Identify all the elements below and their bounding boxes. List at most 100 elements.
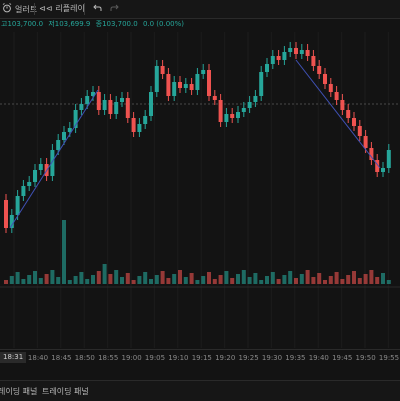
volume-bar — [27, 275, 32, 284]
undo-button[interactable] — [93, 3, 102, 14]
candle — [50, 150, 55, 176]
volume-bar — [363, 274, 368, 284]
candle — [183, 84, 188, 88]
candle — [125, 98, 130, 118]
candle — [166, 74, 171, 96]
tab-trading-panel-partial[interactable]: 레이딩 패널 — [0, 387, 38, 396]
candle — [352, 118, 356, 126]
volume-bar — [247, 277, 252, 284]
candle — [207, 70, 211, 96]
candle — [4, 200, 8, 228]
legend-change: 0.0 (0.00%) — [142, 20, 184, 28]
volume-bar — [189, 273, 194, 284]
volume-bar — [236, 274, 240, 284]
tab-trading-panel[interactable]: 트레이딩 패널 — [42, 387, 89, 396]
legend-low: 저103,699.9 — [48, 20, 91, 28]
volume-bar — [21, 279, 26, 284]
crosshair-time-label: 18:31 — [0, 352, 27, 363]
candle — [270, 56, 275, 64]
volume-bar — [282, 275, 287, 284]
candle — [201, 70, 206, 74]
volume-bar — [114, 270, 119, 284]
candle — [381, 168, 385, 172]
time-tick: 19:05 — [144, 354, 166, 362]
candle — [195, 74, 200, 90]
volume-bar — [224, 271, 229, 284]
time-tick: 19:35 — [285, 354, 306, 362]
candle — [282, 52, 287, 60]
candle — [91, 92, 95, 96]
volume-bar — [96, 271, 101, 284]
candle — [160, 66, 165, 74]
replay-label: 리플레이 — [55, 4, 85, 13]
time-tick: 19:30 — [261, 354, 283, 362]
volume-bar — [67, 280, 72, 284]
volume-bar — [183, 277, 188, 284]
candle — [241, 108, 246, 112]
volume-bar — [218, 275, 223, 284]
ohlc-legend: 고103,700.0 저103,699.9 종103,700.0 0.0 (0.… — [0, 19, 400, 31]
volume-bar — [241, 270, 246, 284]
candle — [114, 102, 119, 114]
time-tick: 18:45 — [51, 354, 72, 362]
volume-bar — [381, 273, 385, 284]
time-tick: 19:50 — [355, 354, 376, 362]
volume-bar — [50, 270, 55, 284]
volume-bar — [62, 220, 66, 284]
volume-bar — [195, 280, 200, 284]
candle — [328, 84, 333, 92]
volume-bar — [154, 275, 159, 284]
volume-bar — [317, 273, 322, 284]
candle — [38, 164, 43, 170]
volume-bar — [166, 278, 171, 284]
time-tick: 18:40 — [27, 354, 49, 362]
candle — [369, 148, 374, 160]
candle — [224, 114, 229, 122]
toolbar-divider — [34, 3, 35, 15]
candle — [305, 50, 310, 56]
volume-bar — [56, 277, 61, 284]
redo-button[interactable] — [110, 3, 119, 14]
time-tick: 19:20 — [215, 354, 236, 362]
candle — [96, 92, 101, 110]
volume-bar — [33, 271, 37, 284]
candle — [67, 128, 72, 132]
trend-line-up — [9, 89, 99, 229]
alert-button[interactable]: 얼러트 — [2, 3, 37, 15]
candle — [357, 126, 362, 136]
replay-button[interactable]: ⊲⊲ 리플레이 — [39, 3, 85, 14]
legend-high: 고103,700.0 — [1, 20, 44, 28]
volume-bar — [230, 278, 235, 284]
candle — [212, 96, 217, 100]
candle — [15, 196, 20, 215]
candle — [288, 48, 293, 52]
candle — [108, 100, 113, 114]
volume-bar — [172, 274, 177, 284]
volume-bar — [178, 270, 182, 284]
candle — [311, 56, 316, 66]
volume-bar — [137, 276, 142, 284]
candle — [120, 98, 124, 102]
volume-bar — [299, 274, 304, 284]
candle — [230, 114, 235, 118]
candle — [85, 96, 90, 104]
price-chart[interactable] — [0, 0, 400, 348]
candle — [79, 104, 84, 110]
candles-group — [4, 42, 391, 233]
volume-bar — [340, 279, 345, 284]
volume-bar — [125, 273, 130, 284]
time-tick: 19:40 — [308, 354, 329, 362]
candle — [154, 66, 159, 92]
volume-bar — [201, 276, 206, 284]
candle — [317, 66, 322, 74]
volume-bar — [357, 278, 362, 284]
candle — [27, 182, 32, 186]
volume-bar — [120, 277, 124, 284]
volume-bar — [207, 272, 211, 284]
time-tick: 19:15 — [191, 354, 212, 362]
candle — [363, 136, 368, 148]
time-tick: 19:55 — [378, 354, 400, 362]
candle — [294, 48, 298, 54]
rewind-icon: ⊲⊲ — [39, 4, 53, 13]
candle — [247, 102, 252, 108]
